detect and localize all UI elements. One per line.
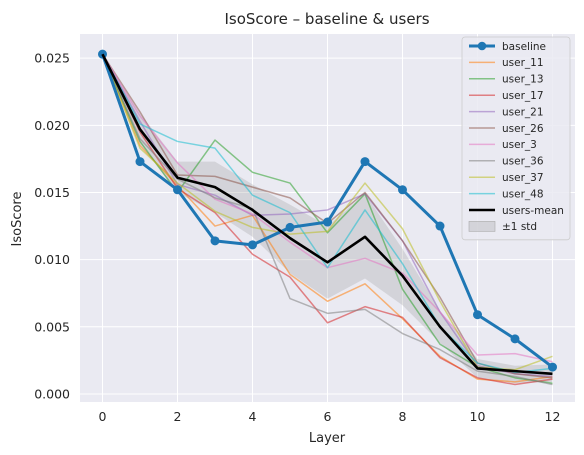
x-tick-label: 10	[470, 409, 486, 424]
baseline-point	[398, 185, 407, 195]
legend-label: user_13	[502, 74, 544, 86]
legend-item-user-26: user_26	[469, 123, 544, 135]
baseline-point	[285, 222, 295, 232]
legend-box	[461, 36, 571, 241]
legend-label: user_26	[502, 123, 544, 135]
legend-item-user-17: user_17	[469, 90, 544, 102]
baseline-point	[173, 185, 182, 195]
series-line-user-48	[101, 53, 553, 374]
legend-item-user-36: user_36	[469, 156, 544, 168]
legend-swatch	[468, 221, 496, 232]
y-tick-label: 0.020	[34, 118, 70, 133]
legend-item-user-48: user_48	[469, 188, 544, 200]
legend-label: baseline	[502, 41, 546, 53]
legend-marker	[477, 41, 487, 51]
legend-label: user_36	[502, 156, 544, 168]
x-tick-label: 0	[99, 409, 107, 424]
y-tick-label: 0.010	[34, 252, 70, 267]
baseline-point	[248, 240, 257, 250]
legend-item-std-band: ±1 std	[468, 221, 537, 233]
legend: baseline user_11 user_13 user_17 user_21user…	[461, 36, 571, 241]
x-tick-label: 12	[545, 409, 561, 424]
legend-label: ±1 std	[502, 221, 537, 233]
legend-label: user_11	[502, 57, 544, 69]
legend-label: user_48	[502, 188, 544, 200]
y-tick-label: 0.005	[34, 319, 70, 334]
baseline-point	[360, 157, 370, 167]
x-tick-label: 4	[249, 409, 257, 424]
baseline-point	[323, 217, 332, 227]
chart-title: IsoScore – baseline & users	[224, 10, 429, 28]
series-line-user-36	[101, 53, 553, 386]
legend-label: user_3	[502, 139, 537, 151]
baseline-point	[473, 310, 482, 320]
x-axis-title: Layer	[309, 431, 346, 446]
x-tick-label: 6	[324, 409, 332, 424]
y-tick-label: 0.000	[34, 386, 70, 401]
y-axis-title: IsoScore	[10, 192, 25, 247]
legend-label: user_37	[502, 172, 544, 184]
baseline-point	[435, 221, 445, 231]
baseline-point	[548, 362, 557, 372]
baseline-point	[135, 157, 145, 167]
legend-item-baseline: baseline	[469, 41, 546, 53]
legend-item-user-3: user_3	[469, 139, 537, 151]
y-tick-label: 0.015	[34, 185, 70, 200]
x-tick-label: 8	[399, 409, 407, 424]
legend-item-user-21: user_21	[469, 106, 544, 118]
legend-item-user-37: user_37	[469, 172, 544, 184]
legend-label: users-mean	[502, 205, 564, 217]
series-line-users-mean	[101, 53, 553, 376]
baseline-point	[510, 334, 520, 344]
legend-item-users-mean: users-mean	[469, 205, 564, 217]
baseline-point	[210, 236, 220, 246]
legend-label: user_17	[502, 90, 544, 102]
x-tick-label: 2	[174, 409, 182, 424]
legend-label: user_21	[502, 106, 544, 118]
legend-item-user-13: user_13	[469, 74, 544, 86]
y-tick-label: 0.025	[34, 51, 70, 66]
legend-item-user-11: user_11	[469, 57, 544, 69]
